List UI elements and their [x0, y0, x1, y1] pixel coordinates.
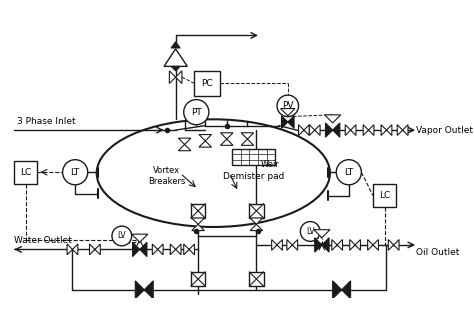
Polygon shape — [288, 116, 294, 128]
Polygon shape — [220, 139, 233, 145]
Polygon shape — [394, 240, 399, 250]
Polygon shape — [345, 125, 351, 135]
Text: LC: LC — [379, 191, 390, 200]
Text: 3 Phase Inlet: 3 Phase Inlet — [17, 116, 75, 126]
Text: Oil Outlet: Oil Outlet — [416, 248, 459, 257]
Polygon shape — [192, 218, 204, 224]
Text: LC: LC — [20, 168, 31, 177]
Bar — [194, 71, 219, 96]
Polygon shape — [272, 240, 277, 250]
Polygon shape — [388, 240, 394, 250]
Polygon shape — [299, 125, 304, 135]
Polygon shape — [171, 42, 180, 48]
Polygon shape — [67, 244, 73, 255]
Text: Vortex
Breakers: Vortex Breakers — [148, 166, 185, 186]
Text: PC: PC — [201, 79, 213, 88]
Polygon shape — [184, 244, 189, 255]
Bar — [14, 160, 37, 184]
Polygon shape — [315, 238, 322, 252]
Polygon shape — [178, 138, 191, 144]
Polygon shape — [250, 224, 263, 230]
Bar — [232, 149, 275, 165]
Text: Weir: Weir — [261, 160, 280, 169]
Polygon shape — [170, 244, 176, 255]
Text: LV: LV — [306, 227, 315, 236]
Polygon shape — [363, 125, 369, 135]
Polygon shape — [350, 240, 355, 250]
Bar — [373, 184, 396, 207]
Polygon shape — [176, 244, 181, 255]
Text: Vapor Outlet: Vapor Outlet — [416, 126, 473, 135]
Polygon shape — [250, 218, 263, 224]
Polygon shape — [176, 71, 182, 84]
Polygon shape — [386, 125, 392, 135]
Circle shape — [301, 222, 320, 241]
Polygon shape — [355, 240, 360, 250]
Polygon shape — [314, 230, 330, 238]
Polygon shape — [373, 240, 378, 250]
Circle shape — [112, 226, 132, 246]
Text: PT: PT — [191, 108, 201, 116]
Polygon shape — [95, 244, 100, 255]
Text: LT: LT — [71, 168, 80, 177]
Polygon shape — [369, 125, 374, 135]
Text: Water Outlet: Water Outlet — [14, 236, 72, 245]
Polygon shape — [292, 240, 298, 250]
Polygon shape — [241, 133, 254, 139]
Polygon shape — [192, 224, 204, 230]
Polygon shape — [73, 244, 78, 255]
Polygon shape — [199, 135, 211, 141]
Polygon shape — [169, 71, 176, 84]
Polygon shape — [333, 123, 340, 137]
Text: PV: PV — [282, 101, 293, 110]
Polygon shape — [310, 125, 315, 135]
Polygon shape — [144, 281, 153, 299]
Polygon shape — [171, 66, 180, 71]
Polygon shape — [133, 242, 140, 257]
Polygon shape — [333, 281, 342, 299]
Bar — [191, 272, 205, 286]
Polygon shape — [402, 125, 408, 135]
Polygon shape — [315, 125, 320, 135]
Circle shape — [336, 160, 361, 185]
Polygon shape — [381, 125, 386, 135]
Polygon shape — [397, 125, 402, 135]
Polygon shape — [304, 125, 310, 135]
Polygon shape — [220, 133, 233, 139]
Bar — [191, 204, 205, 218]
Polygon shape — [287, 240, 292, 250]
Polygon shape — [351, 125, 356, 135]
Bar — [249, 272, 264, 286]
Polygon shape — [164, 49, 187, 66]
Polygon shape — [241, 139, 254, 145]
Polygon shape — [135, 281, 144, 299]
Polygon shape — [368, 240, 373, 250]
Polygon shape — [322, 238, 329, 252]
Polygon shape — [178, 144, 191, 151]
Polygon shape — [199, 141, 211, 147]
Bar — [249, 204, 264, 218]
Polygon shape — [342, 281, 351, 299]
Polygon shape — [325, 115, 341, 123]
Polygon shape — [90, 244, 95, 255]
Polygon shape — [158, 244, 163, 255]
Polygon shape — [282, 116, 288, 128]
Circle shape — [277, 95, 299, 116]
Polygon shape — [152, 244, 158, 255]
Text: LT: LT — [344, 168, 353, 177]
Circle shape — [63, 160, 88, 185]
Circle shape — [184, 100, 209, 125]
Text: Demister pad: Demister pad — [223, 172, 284, 181]
Polygon shape — [281, 109, 295, 116]
Polygon shape — [189, 244, 194, 255]
Text: LV: LV — [118, 231, 126, 241]
Ellipse shape — [97, 119, 330, 227]
Polygon shape — [332, 240, 337, 250]
Polygon shape — [132, 234, 148, 242]
Polygon shape — [326, 123, 333, 137]
Polygon shape — [277, 240, 283, 250]
Polygon shape — [140, 242, 147, 257]
Polygon shape — [337, 240, 343, 250]
